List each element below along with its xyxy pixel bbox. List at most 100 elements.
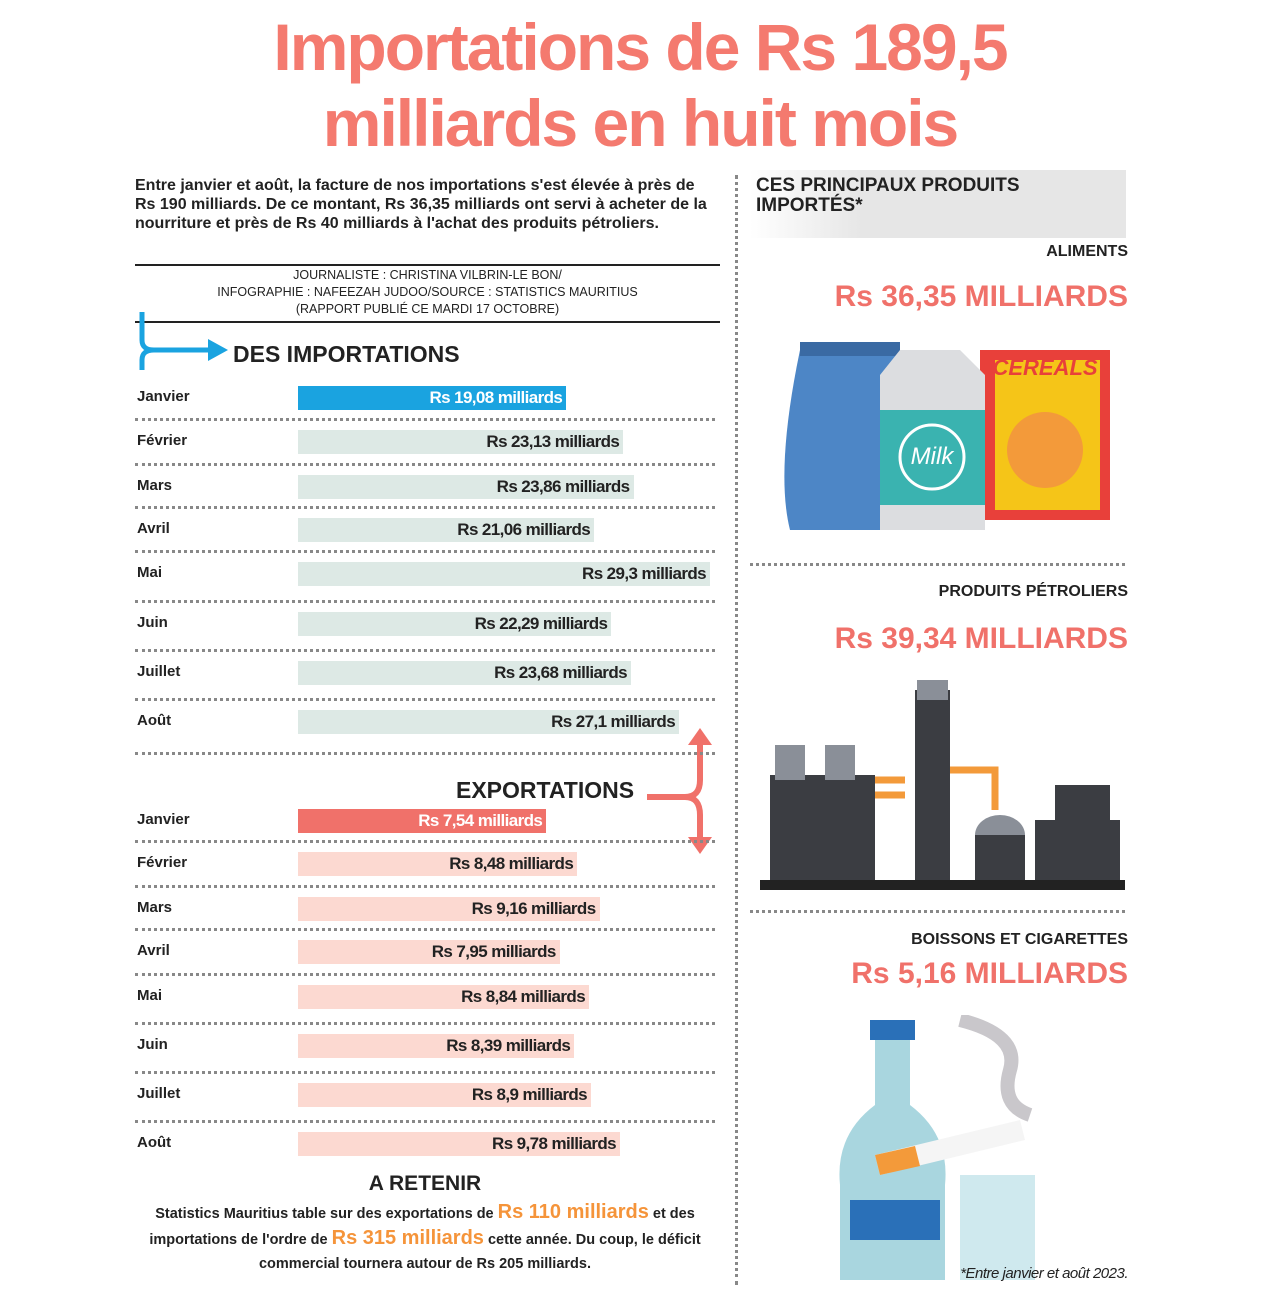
separator (135, 840, 715, 843)
value-label: Rs 19,08 milliards (429, 388, 563, 407)
bar (298, 710, 680, 734)
value-label: Rs 8,84 milliards (461, 987, 586, 1006)
bar (298, 852, 578, 876)
title: Importations de Rs 189,5 (273, 10, 1008, 84)
arrow-icon (647, 728, 712, 854)
product-value: Rs 36,35 MILLIARDS (834, 280, 1128, 313)
month-label: Mars (137, 477, 173, 494)
month-label: Mars (137, 899, 173, 916)
column-divider (735, 175, 738, 1285)
highlight: Rs 110 milliards (497, 1201, 649, 1223)
month-label: Août (137, 712, 172, 729)
value-label: Rs 9,16 milliards (471, 899, 597, 918)
value-label: Rs 7,95 milliards (431, 942, 557, 961)
bar (298, 809, 547, 833)
bar (298, 612, 612, 636)
products-title: CES PRINCIPAUX PRODUITS IMPORTÉS* (756, 175, 1020, 216)
separator (135, 885, 715, 888)
bar (298, 1132, 620, 1156)
separator (135, 506, 715, 509)
chart-title: DES IMPORTATIONS (233, 341, 460, 367)
intro: Entre janvier et août, la facture de nos… (135, 177, 707, 232)
month-label: Juillet (137, 1085, 181, 1102)
bar (298, 386, 567, 410)
bar (298, 661, 631, 685)
credit-line: INFOGRAPHIE : NAFEEZAH JUDOO/SOURCE : ST… (217, 285, 638, 299)
separator (135, 463, 715, 466)
separator (135, 973, 715, 976)
month-label: Juin (137, 614, 168, 631)
bar (298, 1083, 592, 1107)
credit-line: JOURNALISTE : CHRISTINA VILBRIN-LE BON/ (293, 268, 562, 282)
month-label: Août (137, 1134, 172, 1151)
bar (298, 1034, 575, 1058)
month-label: Juin (137, 1036, 168, 1053)
value-label: Rs 8,39 milliards (446, 1036, 571, 1055)
text: et des importations de l'ordre de (149, 1206, 695, 1248)
text: Statistics Mauritius table sur des expor… (155, 1206, 498, 1222)
petrol-illustration (760, 680, 1125, 890)
bar (298, 475, 634, 499)
bar (298, 940, 560, 964)
product-value: Rs 39,34 MILLIARDS (834, 622, 1128, 655)
month-label: Juillet (137, 663, 181, 680)
separator (135, 1120, 715, 1123)
separator (135, 698, 715, 701)
retenir-text: Statistics Mauritius table sur des expor… (135, 1200, 715, 1276)
value-label: Rs 9,78 milliards (492, 1134, 617, 1153)
bar (298, 562, 710, 586)
value-label: Rs 22,29 milliards (474, 614, 608, 633)
separator (750, 563, 1125, 566)
retenir-title: A RETENIR (368, 1172, 482, 1195)
separator (135, 418, 715, 421)
value-label: Rs 23,13 milliards (486, 432, 620, 451)
separator (135, 1071, 715, 1074)
value-label: Rs 21,06 milliards (457, 520, 591, 539)
bar (298, 518, 595, 542)
drinks-illustration (839, 1015, 1035, 1280)
value-label: Rs 7,54 milliards (418, 811, 543, 830)
separator (750, 910, 1125, 913)
arrow-icon (139, 312, 228, 370)
month-label: Mai (137, 987, 163, 1004)
separator (135, 928, 715, 931)
month-label: Avril (137, 942, 170, 959)
value-label: Rs 23,68 milliards (494, 663, 627, 682)
separator (135, 649, 715, 652)
credits: JOURNALISTE : CHRISTINA VILBRIN-LE BON/ … (135, 264, 720, 323)
value-label: Rs 8,48 milliards (449, 854, 574, 873)
separator (135, 752, 715, 755)
month-label: Février (137, 432, 188, 449)
text: cette année. Du coup, le déficit commerc… (258, 1232, 701, 1272)
chart-title: EXPORTATIONS (456, 777, 635, 803)
bar (298, 985, 590, 1009)
highlight: Rs 315 milliards (331, 1227, 484, 1249)
illustration-text: Milk (911, 443, 956, 470)
value-label: Rs 8,9 milliards (471, 1085, 588, 1104)
value-label: Rs 23,86 milliards (496, 477, 630, 496)
value-label: Rs 29,3 milliards (582, 564, 707, 583)
product-name: BOISSONS ET CIGARETTES (911, 931, 1128, 948)
product-name: PRODUITS PÉTROLIERS (938, 583, 1128, 600)
month-label: Janvier (137, 811, 190, 828)
separator (135, 550, 715, 553)
product-value: Rs 5,16 MILLIARDS (851, 957, 1128, 990)
month-label: Avril (137, 520, 170, 537)
separator (135, 600, 715, 603)
illustration-text: CEREALS (992, 355, 1097, 380)
bar (298, 897, 600, 921)
products-header-box (750, 170, 1126, 238)
month-label: Mai (137, 564, 163, 581)
month-label: Février (137, 854, 188, 871)
title: milliards en huit mois (322, 86, 959, 160)
bar (298, 430, 624, 454)
month-label: Janvier (137, 388, 190, 405)
value-label: Rs 27,1 milliards (551, 712, 676, 731)
product-name: ALIMENTS (1046, 243, 1128, 260)
food-illustration: CEREALS Milk (784, 342, 1110, 530)
footnote: *Entre janvier et août 2023. (960, 1265, 1128, 1282)
credit-line: (RAPPORT PUBLIÉ CE MARDI 17 OCTOBRE) (295, 302, 560, 316)
separator (135, 1022, 715, 1025)
